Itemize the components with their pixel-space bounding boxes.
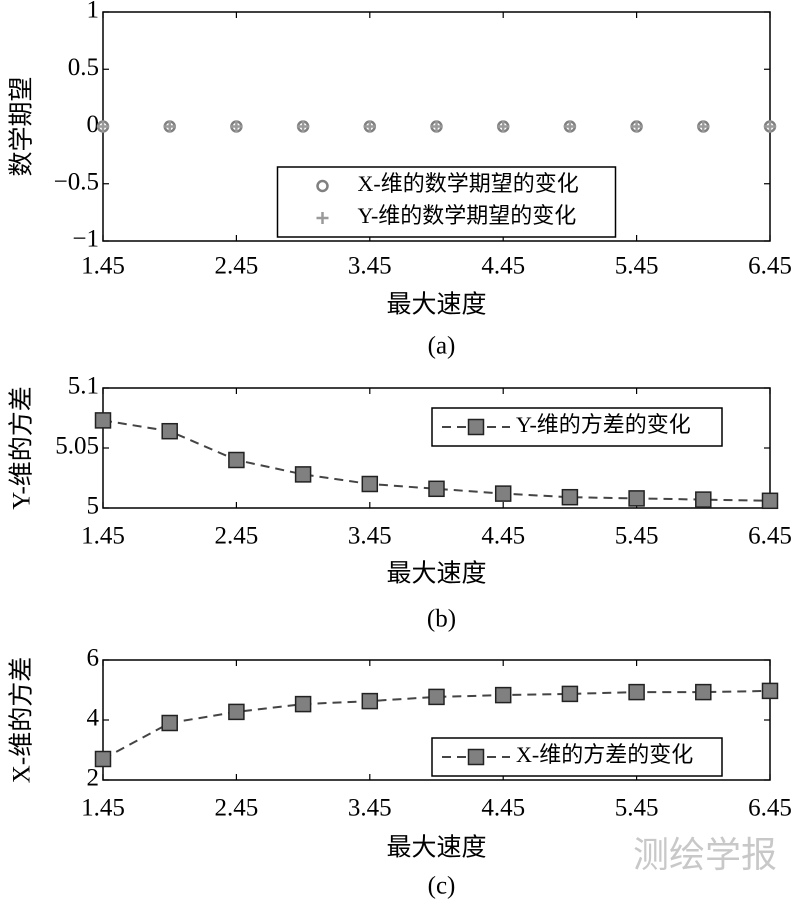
y-tick-label: 2	[87, 765, 100, 792]
y-tick-label: 6	[87, 645, 100, 672]
y-tick-label: 0	[87, 111, 100, 138]
x-tick-label: 6.45	[748, 253, 792, 280]
x-tick-label: 4.45	[481, 795, 525, 822]
y-tick-label: 5.1	[68, 373, 99, 400]
caption: (b)	[427, 606, 456, 633]
x-tick-label: 1.45	[81, 523, 125, 550]
y-tick-label: 0.5	[68, 54, 99, 81]
y-axis-label: Y-维的方差	[8, 386, 36, 510]
x-axis-label: 最大速度	[386, 560, 486, 588]
marker	[630, 120, 643, 133]
x-tick-label: 5.45	[615, 795, 659, 822]
marker	[361, 692, 379, 710]
marker	[294, 695, 312, 713]
y-tick-label: 1	[87, 0, 100, 24]
caption: (a)	[428, 333, 456, 360]
marker	[695, 491, 712, 508]
marker	[494, 686, 512, 704]
x-tick-label: 4.45	[481, 253, 525, 280]
y-tick-label: −1	[72, 226, 99, 253]
legend-label: Y-维的方差的变化	[516, 412, 691, 437]
marker	[628, 683, 645, 701]
legend-marker	[316, 212, 329, 224]
marker	[363, 120, 376, 133]
marker	[563, 120, 576, 133]
x-tick-label: 1.45	[81, 795, 125, 822]
marker	[294, 466, 312, 483]
marker	[428, 688, 445, 706]
legend-marker	[467, 748, 485, 766]
marker	[297, 120, 310, 133]
marker	[228, 451, 245, 469]
marker	[628, 490, 645, 507]
x-tick-label: 2.45	[215, 795, 259, 822]
marker	[561, 685, 579, 703]
marker	[697, 120, 710, 133]
watermark: 测绘学报	[633, 835, 777, 876]
legend-box	[276, 166, 617, 238]
marker	[494, 485, 512, 502]
marker	[430, 120, 443, 133]
marker	[761, 492, 779, 510]
x-tick-label: 4.45	[481, 523, 525, 550]
caption: (c)	[428, 873, 456, 900]
legend-label: Y-维的数学期望的变化	[358, 203, 577, 228]
marker	[497, 120, 510, 133]
legend-marker	[316, 179, 329, 193]
marker	[94, 750, 112, 768]
y-axis-label: 数学期望	[8, 76, 36, 176]
marker	[761, 682, 779, 700]
marker	[428, 480, 445, 498]
marker	[230, 120, 243, 133]
x-tick-label: 2.45	[215, 523, 259, 550]
series-line	[102, 689, 771, 760]
marker	[695, 683, 712, 701]
x-tick-label: 3.45	[348, 523, 392, 550]
marker	[161, 422, 178, 440]
y-tick-label: 4	[87, 705, 100, 732]
y-tick-label: 5.05	[55, 433, 99, 460]
x-tick-label: 5.45	[615, 523, 659, 550]
marker	[561, 488, 579, 506]
marker	[163, 120, 176, 133]
marker	[94, 412, 112, 429]
y-axis-label: X-维的方差	[8, 657, 36, 783]
marker	[361, 475, 379, 493]
marker	[764, 120, 776, 133]
marker	[161, 714, 178, 732]
y-tick-label: −0.5	[54, 168, 99, 195]
x-tick-label: 6.45	[748, 523, 792, 550]
x-tick-label: 3.45	[348, 795, 392, 822]
y-tick-label: 5	[87, 493, 100, 520]
x-tick-label: 1.45	[81, 253, 125, 280]
marker	[228, 703, 245, 721]
x-tick-label: 3.45	[348, 253, 392, 280]
x-tick-label: 5.45	[615, 253, 659, 280]
legend-label: X-维的数学期望的变化	[358, 171, 579, 196]
x-axis-label: 最大速度	[386, 834, 486, 862]
x-tick-label: 2.45	[215, 253, 259, 280]
legend-marker	[467, 418, 485, 436]
x-tick-label: 6.45	[748, 795, 792, 822]
x-axis-label: 最大速度	[386, 291, 486, 319]
legend-label: X-维的方差的变化	[516, 742, 693, 767]
marker	[97, 120, 109, 133]
